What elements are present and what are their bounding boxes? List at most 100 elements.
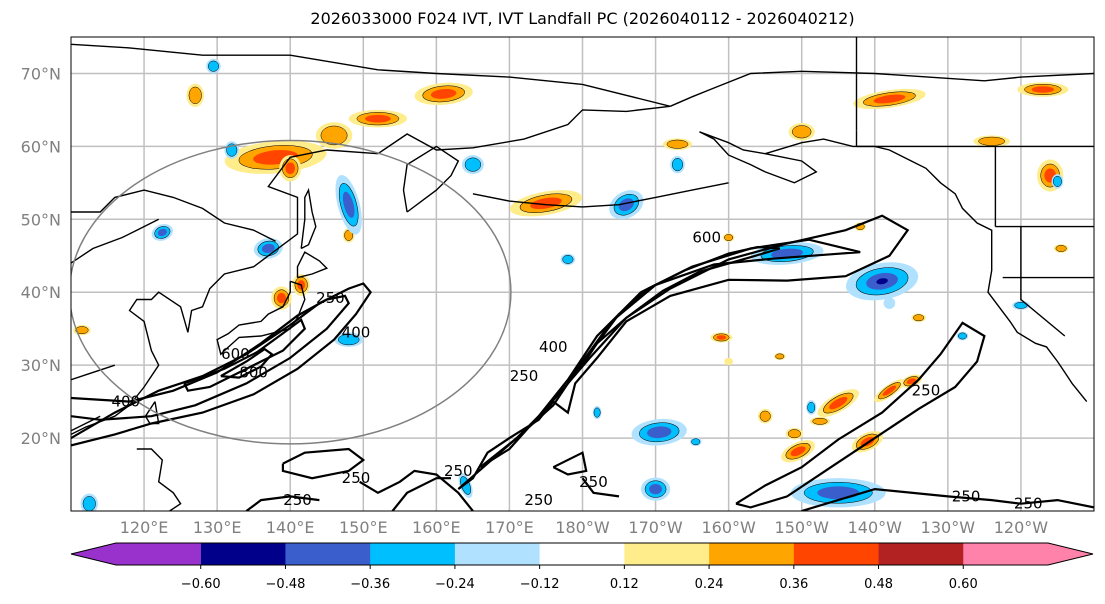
pc-shade-cell (958, 332, 967, 340)
colorbar-swatch (285, 543, 371, 565)
pc-shade-cell (365, 114, 391, 123)
x-tick-label: 150°W (775, 518, 830, 537)
pc-shade-cell (775, 353, 785, 360)
pc-shade-cell (671, 158, 683, 172)
pc-shade-cell (261, 243, 275, 254)
pc-shade-cell (1031, 86, 1055, 93)
colorbar-extend-min (71, 543, 201, 565)
colorbar-tick-label: 0.60 (949, 577, 978, 592)
y-tick-label: 40°N (21, 283, 61, 302)
coastline (71, 189, 276, 242)
colorbar-tick-label: −0.36 (350, 577, 390, 592)
colorbar-swatch (370, 543, 456, 565)
pc-shade-cell (716, 335, 727, 340)
x-tick-label: 170°E (485, 518, 534, 537)
y-tick-label: 60°N (21, 137, 61, 156)
pc-shade-cell (618, 198, 634, 212)
plot-frame (70, 36, 1095, 512)
ivt-contour-line (281, 447, 366, 480)
pc-shade-cell (285, 162, 296, 175)
pc-shade-cell (882, 385, 897, 396)
pc-shade-cell (75, 326, 89, 335)
pc-shade-cell (320, 125, 348, 146)
pc-shade-cell (1055, 245, 1067, 252)
coastline (71, 364, 116, 381)
pc-shade-cell (430, 88, 457, 99)
pc-shade-cell (82, 496, 96, 511)
colorbar-tick-label: −0.60 (181, 577, 221, 592)
pc-shade-cell (691, 438, 701, 446)
map-layer: 2504006008004002504006002502502502502502… (71, 37, 1094, 511)
ivt-contour-line (479, 238, 861, 469)
ivt-contour-line (577, 245, 781, 370)
contour-label: 250 (316, 289, 345, 307)
colorbar-swatch (793, 543, 880, 565)
pc-shade-cell (876, 278, 888, 285)
coastline (472, 182, 729, 208)
x-tick-label: 160°E (412, 518, 461, 537)
pc-shade-cell (562, 254, 574, 264)
contour-label: 600 (221, 345, 250, 363)
coastline (402, 145, 460, 213)
x-tick-label: 120°W (994, 518, 1049, 537)
pc-shade-cell (593, 407, 601, 418)
pc-shade-cell (906, 378, 916, 385)
ivt-contour-line (183, 318, 307, 392)
pc-shade-cell (790, 446, 806, 457)
coastline (136, 448, 182, 511)
coastline (669, 70, 1094, 107)
colorbar-outline (70, 542, 1094, 566)
x-tick-label: 150°E (339, 518, 388, 537)
ivt-contour-line (245, 495, 320, 511)
x-tick-label: 140°W (848, 518, 903, 537)
pc-shade-cell (873, 94, 906, 104)
pc-shade-cell (807, 401, 816, 413)
ivt-contour-line (801, 487, 1094, 511)
pc-shade-cell (978, 136, 1006, 146)
contour-label: 600 (692, 229, 721, 247)
pc-shade-cell (647, 426, 672, 439)
colorbar-swatch (454, 543, 541, 565)
contour-label: 250 (524, 491, 553, 509)
x-tick-label: 130°E (193, 518, 242, 537)
colorbar-tick-label: −0.48 (266, 577, 306, 592)
contour-label: 250 (283, 491, 312, 509)
x-tick-label: 120°E (120, 518, 169, 537)
contour-label: 400 (539, 338, 568, 356)
colorbar-swatch (539, 543, 625, 565)
contour-label: 800 (239, 363, 268, 381)
x-tick-label: 160°W (701, 518, 756, 537)
coastline (296, 251, 329, 279)
colorbar: −0.60 −0.48 −0.36 −0.24 −0.12 0.12 0.24 0.36 0.4… (70, 542, 1094, 592)
x-tick-label: 170°W (628, 518, 683, 537)
x-tick-label: 130°W (921, 518, 976, 537)
coastline (699, 131, 818, 184)
colorbar-swatch (624, 543, 710, 565)
ivt-contour-line (457, 214, 910, 490)
pc-shade-cell (724, 234, 734, 241)
landfall-circle (71, 139, 512, 445)
coastline (71, 218, 160, 264)
ivt-contour-line (359, 469, 474, 511)
pc-shade-cell (649, 483, 662, 495)
coastlines (71, 37, 1094, 511)
ivt-contour-line (735, 321, 986, 509)
colorbar-tick-label: 0.48 (864, 577, 893, 592)
x-tick-label: 180°W (555, 518, 610, 537)
ivt-contour-line (391, 477, 451, 511)
contour-label: 250 (510, 367, 539, 385)
y-tick-label: 50°N (21, 210, 61, 229)
coastline (71, 43, 671, 436)
pc-shade-cell (157, 228, 168, 237)
contour-labels: 2504006008004002504006002502502502502502… (111, 229, 1042, 511)
pc-shade-cell (787, 429, 801, 439)
colorbar-tick-label: −0.12 (520, 577, 560, 592)
y-tick-label: 20°N (21, 429, 61, 448)
pc-shade-cell (829, 396, 848, 410)
ivt-contour-line (552, 451, 588, 476)
pc-shading (73, 58, 1069, 511)
pc-shade-cell (817, 486, 860, 500)
colorbar-tick-label: 0.36 (779, 577, 808, 592)
ivt-contour-line (220, 347, 274, 379)
